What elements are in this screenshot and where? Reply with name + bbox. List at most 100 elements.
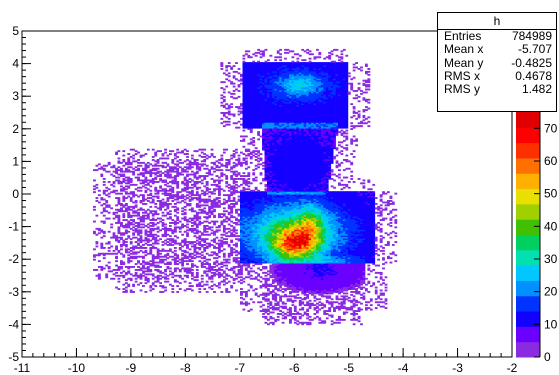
heatmap-cell [284,125,287,128]
heatmap-cell [240,163,243,166]
heatmap-cell [279,117,282,120]
heatmap-cell [169,197,172,199]
heatmap-cell [254,232,258,235]
heatmap-cell [257,78,260,81]
heatmap-cell [134,257,138,260]
heatmap-cell [271,321,275,324]
heatmap-cell [117,169,121,172]
heatmap-cell [173,208,177,211]
heatmap-cell [166,189,170,192]
heatmap-cell [271,150,275,153]
heatmap-cell [208,264,211,267]
heatmap-cell [271,112,275,114]
heatmap-cell [215,205,219,208]
heatmap-cell [247,197,251,199]
heatmap-cell [215,273,219,276]
heatmap-cell [166,204,170,207]
heatmap-cell [200,179,204,182]
heatmap-cell [132,219,135,221]
heatmap-cell [274,104,278,107]
heatmap-cell [102,164,106,167]
heatmap-cell [203,194,207,197]
heatmap-cell [232,122,236,125]
heatmap-cell [115,245,118,248]
heatmap-cell [249,251,253,254]
heatmap-cell [276,183,280,186]
heatmap-cell [110,223,114,226]
heatmap-cell [166,172,170,175]
heatmap-cell [276,65,280,67]
heatmap-cell [242,91,246,94]
heatmap-cell [284,179,287,182]
heatmap-cell [262,114,265,117]
heatmap-cell [195,274,199,277]
heatmap-cell [156,252,160,255]
heatmap-cell [134,273,138,276]
heatmap-cell [227,163,231,166]
heatmap-cell [222,254,226,257]
heatmap-cell [247,72,251,75]
heatmap-cell [284,223,287,226]
heatmap-cell [254,68,258,70]
heatmap-cell [271,269,275,271]
heatmap-cell [222,255,226,258]
heatmap-cell [178,227,182,230]
heatmap-cell [262,296,265,299]
heatmap-cell [274,252,278,255]
heatmap-cell [274,156,278,158]
heatmap-cell [156,170,160,173]
heatmap-cell [262,283,265,286]
heatmap-cell [247,109,251,111]
heatmap-cell [227,120,231,123]
heatmap-cell [132,211,135,214]
heatmap-cell [284,103,287,106]
heatmap-cell [122,205,126,208]
heatmap-cell [176,285,180,287]
heatmap-cell [183,201,187,204]
heatmap-cell [267,235,270,238]
heatmap-cell [252,106,256,108]
heatmap-cell [257,238,260,241]
heatmap-cell [271,153,275,155]
heatmap-cell [279,194,282,197]
heatmap-cell [262,131,265,133]
heatmap-cell [142,179,145,182]
heatmap-cell [220,172,224,175]
heatmap-cell [220,213,224,216]
heatmap-cell [269,100,273,103]
heatmap-cell [146,277,150,280]
heatmap-cell [269,144,273,147]
heatmap-cell [267,81,270,84]
heatmap-cell [176,257,180,260]
heatmap-cell [254,88,258,91]
heatmap-cell [191,170,194,173]
heatmap-cell [232,257,236,260]
heatmap-cell [274,123,278,126]
heatmap-cell [208,214,211,217]
heatmap-cell [247,217,251,220]
heatmap-cell [222,241,226,243]
heatmap-cell [203,185,207,188]
heatmap-cell [276,201,280,204]
heatmap-cell [178,288,182,290]
heatmap-cell [284,91,287,94]
heatmap-cell [164,192,167,195]
heatmap-cell [124,289,128,292]
heatmap-cell [284,106,287,108]
heatmap-cell [269,120,273,123]
heatmap-cell [171,239,175,242]
heatmap-cell [166,176,170,179]
heatmap-cell [166,182,170,185]
heatmap-cell [262,54,265,57]
heatmap-cell [244,91,248,94]
heatmap-cell [93,254,96,257]
heatmap-cell [110,173,114,176]
heatmap-cell [264,219,268,221]
heatmap-cell [161,203,165,205]
heatmap-cell [242,232,246,235]
heatmap-cell [213,252,216,255]
heatmap-cell [264,154,268,157]
heatmap-cell [274,144,278,147]
heatmap-cell [247,198,251,201]
heatmap-cell [284,217,287,220]
